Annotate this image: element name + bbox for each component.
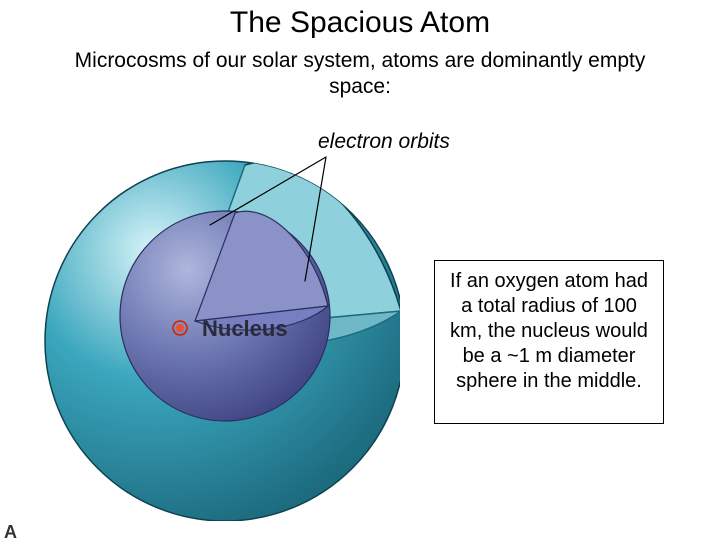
info-box: If an oxygen atom had a total radius of … [434, 260, 664, 424]
nucleus-dot-icon [176, 324, 184, 332]
page-subtitle: Microcosms of our solar system, atoms ar… [60, 48, 660, 101]
page-title: The Spacious Atom [0, 6, 720, 40]
nucleus-label: Nucleus [202, 316, 288, 342]
